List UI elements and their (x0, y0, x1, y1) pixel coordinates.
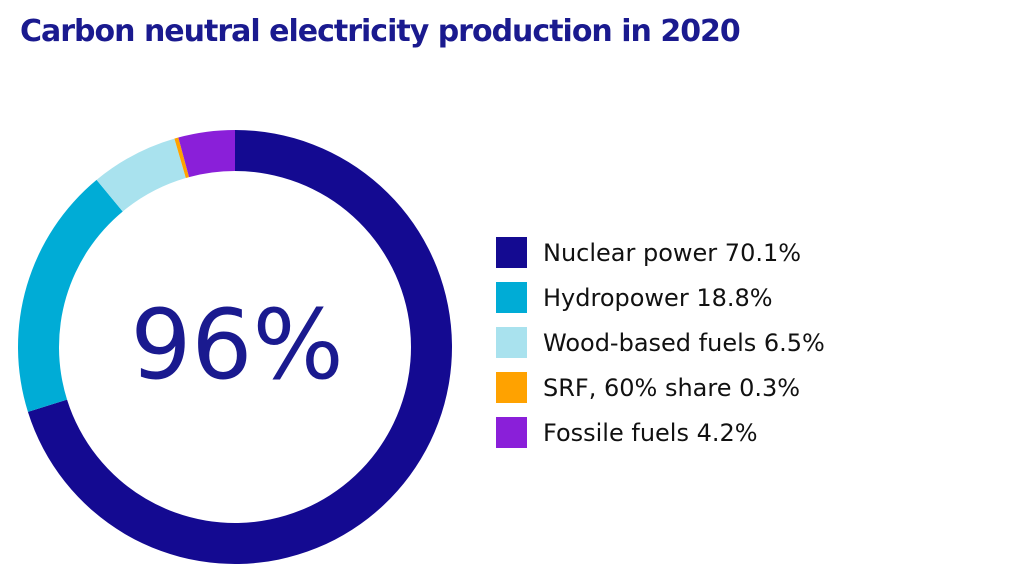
legend-label: Hydropower 18.8% (543, 283, 773, 312)
legend-swatch (496, 327, 527, 358)
slice-wood-based-fuels (96, 138, 186, 212)
slice-srf-60-share (174, 137, 190, 179)
legend-swatch (496, 282, 527, 313)
donut-slices (18, 130, 453, 564)
legend-item: Fossile fuels 4.2% (496, 410, 825, 455)
chart-legend: Nuclear power 70.1% Hydropower 18.8% Wood-… (496, 230, 825, 455)
slice-fossile-fuels (178, 130, 235, 178)
slice-hydropower (18, 179, 123, 412)
legend-item: SRF, 60% share 0.3% (496, 365, 825, 410)
legend-swatch (496, 417, 527, 448)
legend-swatch (496, 237, 527, 268)
legend-item: Nuclear power 70.1% (496, 230, 825, 275)
chart-title: Carbon neutral electricity production in… (20, 14, 741, 49)
legend-item: Wood-based fuels 6.5% (496, 320, 825, 365)
center-percentage: 96% (130, 289, 343, 401)
legend-label: Nuclear power 70.1% (543, 238, 802, 267)
legend-label: Wood-based fuels 6.5% (543, 328, 825, 357)
legend-item: Hydropower 18.8% (496, 275, 825, 320)
legend-swatch (496, 372, 527, 403)
legend-label: Fossile fuels 4.2% (543, 418, 758, 447)
legend-label: SRF, 60% share 0.3% (543, 373, 801, 402)
